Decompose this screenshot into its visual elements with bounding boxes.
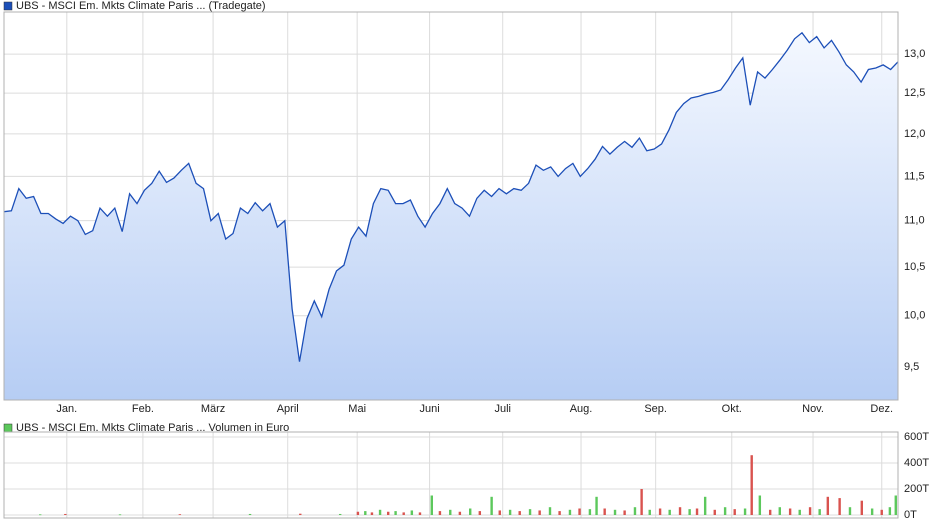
volume-bar	[588, 509, 592, 515]
y-tick-label: 10,0	[904, 310, 925, 322]
volume-bar	[743, 508, 747, 515]
y-tick-label: 0T	[904, 509, 917, 521]
volume-bar	[818, 509, 821, 515]
x-tick-label: Nov.	[802, 403, 824, 415]
volume-bar	[733, 509, 736, 515]
volume-bar	[595, 496, 598, 515]
volume-bar	[64, 513, 67, 515]
volume-bar	[703, 496, 707, 515]
volume-bar	[370, 512, 374, 515]
volume-bar	[568, 509, 572, 515]
volume-bar	[338, 513, 342, 515]
y-tick-label: 12,0	[904, 128, 925, 140]
y-tick-label: 600T	[904, 431, 929, 443]
volume-bar	[430, 495, 433, 515]
volume-bar	[478, 511, 482, 515]
volume-bar	[880, 509, 883, 515]
x-tick-label: Mai	[348, 403, 366, 415]
volume-bar	[578, 508, 581, 515]
y-tick-label: 12,5	[904, 87, 925, 99]
legend-swatch	[3, 423, 13, 433]
x-tick-label: Aug.	[570, 403, 593, 415]
volume-bar	[402, 512, 405, 515]
volume-bar	[538, 510, 541, 515]
volume-bar	[364, 511, 367, 515]
volume-bar	[518, 511, 521, 515]
legend-label: UBS - MSCI Em. Mkts Climate Paris ... Vo…	[16, 422, 289, 434]
volume-bar	[449, 509, 452, 515]
volume-bar	[838, 498, 841, 515]
legend-swatch	[3, 1, 13, 11]
volume-bar	[808, 507, 812, 515]
volume-bar	[848, 507, 852, 515]
volume-bar	[410, 510, 414, 515]
volume-bar	[438, 511, 442, 515]
volume-bar	[788, 508, 792, 515]
volume-bar	[356, 511, 360, 515]
volume-bar	[299, 513, 302, 515]
x-tick-label: März	[201, 403, 225, 415]
plot-frame	[3, 11, 899, 401]
volume-bar	[768, 509, 772, 515]
volume-bar	[378, 509, 382, 515]
y-tick-label: 13,0	[904, 48, 925, 60]
volume-bar	[695, 508, 699, 515]
y-tick-label: 400T	[904, 457, 929, 469]
volume-bar	[798, 509, 801, 515]
volume-bar	[688, 509, 691, 515]
volume-bar	[178, 514, 182, 516]
plot-frame	[3, 431, 899, 519]
volume-bar	[826, 496, 830, 515]
volume-bar	[418, 512, 422, 515]
x-tick-label: Sep.	[644, 403, 667, 415]
volume-bar	[469, 508, 472, 515]
volume-bar	[678, 507, 682, 515]
volume-bar	[860, 500, 863, 515]
y-tick-label: 10,5	[904, 261, 925, 273]
volume-bar	[458, 511, 462, 515]
y-tick-label: 11,5	[904, 170, 925, 182]
volume-bar	[778, 507, 781, 515]
volume-bar	[248, 513, 252, 515]
volume-bar	[118, 514, 122, 516]
volume-bar	[603, 508, 606, 515]
volume-bar	[633, 507, 637, 515]
volume-bar	[548, 507, 552, 515]
volume-bar	[623, 510, 626, 515]
volume-bar	[870, 508, 874, 515]
volume-bar	[558, 511, 561, 515]
volume-bar	[658, 508, 662, 515]
volume-bar	[723, 507, 727, 515]
volume-bar	[758, 495, 762, 515]
volume-bar	[668, 509, 671, 515]
x-tick-label: Okt.	[722, 403, 742, 415]
y-tick-label: 200T	[904, 483, 929, 495]
volume-bar	[640, 489, 643, 515]
legend-label: UBS - MSCI Em. Mkts Climate Paris ... (T…	[16, 0, 266, 12]
y-tick-label: 11,0	[904, 215, 925, 227]
volume-bar	[713, 509, 716, 515]
volume-bar	[648, 509, 651, 515]
x-tick-label: Juli	[494, 403, 511, 415]
x-tick-label: Juni	[419, 403, 439, 415]
x-tick-label: Dez.	[870, 403, 893, 415]
volume-bar	[508, 509, 512, 515]
volume-bar	[613, 509, 617, 515]
volume-bar	[888, 507, 892, 515]
price-line	[3, 31, 899, 362]
x-tick-label: Feb.	[132, 403, 154, 415]
price-area	[4, 32, 898, 401]
y-tick-label: 9,5	[904, 361, 919, 373]
volume-bar	[498, 510, 501, 515]
x-tick-label: April	[277, 403, 299, 415]
volume-bar	[394, 511, 397, 515]
volume-bar	[528, 509, 532, 515]
volume-bar	[750, 455, 753, 515]
volume-bar	[894, 495, 897, 515]
volume-bar	[386, 511, 390, 515]
x-tick-label: Jan.	[56, 403, 77, 415]
volume-bar	[490, 496, 493, 515]
volume-bar	[39, 514, 42, 516]
